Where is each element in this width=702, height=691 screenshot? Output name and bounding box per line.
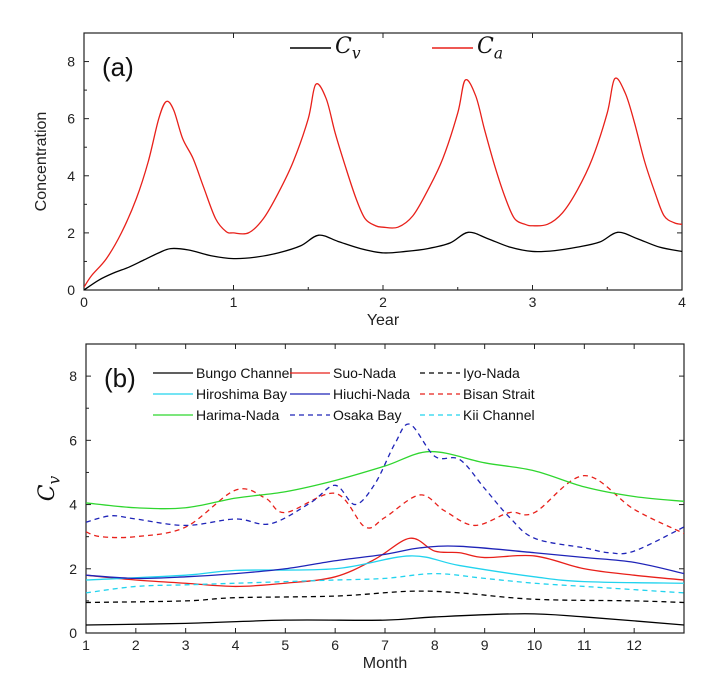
x-tick-label-6: 6: [331, 637, 339, 653]
legend-label-c-v-main: C: [335, 34, 352, 59]
legend-label-bungo-channel: Bungo Channel: [196, 365, 293, 381]
y-tick-label-4: 4: [67, 168, 75, 184]
x-tick-label-9: 9: [481, 637, 489, 653]
x-tick-label-3: 3: [529, 294, 537, 310]
y-tick-label-0: 0: [67, 282, 75, 298]
series-line-hiuchi-nada: [86, 545, 684, 580]
y-tick-label-6: 6: [67, 111, 75, 127]
legend-label-osaka-bay: Osaka Bay: [333, 407, 401, 423]
y-tick-label-8: 8: [67, 54, 75, 70]
y-axis-label: Concentration: [33, 112, 50, 212]
x-axis-label: Year: [367, 312, 400, 329]
x-tick-label-11: 11: [577, 637, 592, 653]
panel-label: (a): [102, 52, 134, 82]
series-line-iyo-nada: [86, 590, 684, 604]
legend-label-harima-nada: Harima-Nada: [196, 407, 279, 423]
legend-label-iyo-nada: Iyo-Nada: [463, 365, 520, 381]
x-tick-label-4: 4: [232, 637, 240, 653]
series-line-bungo-channel: [86, 613, 684, 626]
legend-label-c-v: Cv: [335, 34, 361, 63]
y-axis-label-main: C: [35, 484, 60, 501]
series-group: [86, 423, 684, 626]
y-axis-label-sub: v: [46, 475, 64, 484]
legend-label-hiuchi-nada: Hiuchi-Nada: [333, 386, 410, 402]
plot-frame: [83, 32, 683, 291]
panel-label: (b): [104, 363, 136, 393]
x-tick-label-8: 8: [431, 637, 439, 653]
series-line-bisan-strait: [86, 475, 684, 539]
legend-label-c-a-main: C: [477, 34, 494, 59]
legend-label-c-v-sub: v: [352, 45, 361, 63]
series-group: [84, 77, 682, 290]
legend-label-c-a-sub: a: [494, 45, 503, 63]
y-tick-label-4: 4: [69, 497, 77, 513]
y-tick-label-0: 0: [69, 625, 77, 641]
legend: Cv Ca: [290, 34, 503, 63]
x-tick-label-0: 0: [80, 294, 88, 310]
legend-label-suo-nada: Suo-Nada: [333, 365, 396, 381]
series-line-hiroshima-bay: [86, 555, 684, 584]
y-tick-label-6: 6: [69, 432, 77, 448]
legend-label-bisan-strait: Bisan Strait: [463, 386, 535, 402]
x-tick-label-10: 10: [527, 637, 543, 653]
x-tick-label-1: 1: [230, 294, 238, 310]
y-axis-label: Cv: [35, 475, 64, 501]
series-line-osaka-bay: [86, 423, 684, 555]
y-axis-label-group: Cv: [35, 475, 64, 501]
x-axis-label: Month: [363, 655, 407, 672]
x-tick-label-2: 2: [379, 294, 387, 310]
legend-label-kii-channel: Kii Channel: [463, 407, 535, 423]
x-tick-label-1: 1: [82, 637, 90, 653]
x-tick-label-3: 3: [182, 637, 190, 653]
series-line-c-a: [84, 77, 682, 288]
x-tick-label-4: 4: [678, 294, 686, 310]
y-tick-label-2: 2: [69, 561, 77, 577]
legend: Bungo Channel Suo-Nada Iyo-Nada Hiroshima B…: [153, 365, 535, 423]
x-tick-label-5: 5: [281, 637, 289, 653]
series-line-c-v: [84, 231, 682, 290]
y-tick-label-2: 2: [67, 225, 75, 241]
y-tick-label-8: 8: [69, 368, 77, 384]
legend-label-c-a: Ca: [477, 34, 503, 63]
series-line-kii-channel: [86, 572, 684, 594]
x-tick-label-12: 12: [626, 637, 642, 653]
series-line-harima-nada: [86, 450, 684, 510]
x-tick-label-7: 7: [381, 637, 389, 653]
legend-label-hiroshima-bay: Hiroshima Bay: [196, 386, 287, 402]
x-tick-label-2: 2: [132, 637, 140, 653]
series-line-suo-nada: [86, 537, 684, 588]
